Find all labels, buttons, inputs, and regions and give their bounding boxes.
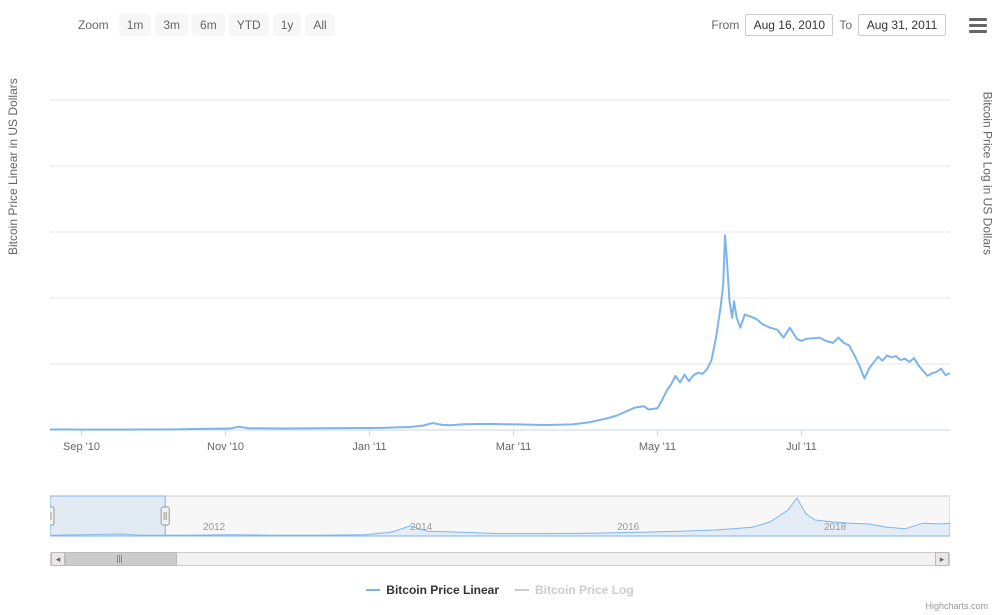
to-label: To	[839, 18, 852, 32]
svg-text:2014: 2014	[410, 522, 433, 533]
from-label: From	[711, 18, 739, 32]
y-axis-label-left: Bitcoin Price Linear in US Dollars	[6, 78, 20, 255]
scrollbar-right-arrow-icon[interactable]: ▸	[935, 552, 949, 566]
scrollbar-track[interactable]: ◂ ▸	[50, 552, 950, 566]
svg-text:2018: 2018	[824, 522, 847, 533]
zoom-button-ytd[interactable]: YTD	[229, 14, 269, 36]
legend-item-bitcoin-price-linear[interactable]: Bitcoin Price Linear	[366, 583, 499, 597]
chart-container: Zoom 1m3m6mYTD1yAll From To Bitcoin Pric…	[0, 0, 1000, 615]
scrollbar-left-arrow-icon[interactable]: ◂	[51, 552, 65, 566]
zoom-button-3m[interactable]: 3m	[155, 14, 188, 36]
zoom-button-1y[interactable]: 1y	[273, 14, 302, 36]
navigator[interactable]: 2012 2014 2016 2018	[50, 492, 950, 550]
credit-link[interactable]: Highcharts.com	[925, 601, 988, 611]
date-range-inputs: From To	[711, 14, 946, 36]
legend: Bitcoin Price Linear Bitcoin Price Log	[0, 580, 1000, 597]
zoom-label: Zoom	[78, 18, 109, 32]
svg-text:2012: 2012	[203, 522, 226, 533]
zoom-button-all[interactable]: All	[305, 14, 334, 36]
legend-swatch-icon	[515, 589, 529, 591]
zoom-button-group: 1m3m6mYTD1yAll	[119, 14, 335, 36]
legend-label: Bitcoin Price Log	[535, 583, 634, 597]
legend-swatch-icon	[366, 589, 380, 591]
scrollbar-thumb[interactable]	[65, 552, 177, 566]
chart-toolbar: Zoom 1m3m6mYTD1yAll From To	[0, 12, 1000, 38]
svg-text:2016: 2016	[617, 522, 640, 533]
svg-text:May '11: May '11	[639, 441, 676, 453]
svg-text:Nov '10: Nov '10	[207, 441, 244, 453]
svg-text:Mar '11: Mar '11	[496, 441, 532, 453]
legend-item-bitcoin-price-log[interactable]: Bitcoin Price Log	[515, 583, 634, 597]
chart-menu-icon[interactable]	[966, 14, 990, 36]
svg-text:Sep '10: Sep '10	[63, 441, 100, 453]
main-plot-area[interactable]: 01020304050Sep '10Nov '10Jan '11Mar '11M…	[50, 50, 950, 460]
zoom-button-6m[interactable]: 6m	[192, 14, 225, 36]
legend-label: Bitcoin Price Linear	[386, 583, 499, 597]
y-axis-label-right: Bitcoin Price Log in US Dollars	[980, 92, 994, 255]
to-date-input[interactable]	[858, 14, 946, 36]
svg-text:Jan '11: Jan '11	[352, 441, 386, 453]
zoom-button-1m[interactable]: 1m	[119, 14, 152, 36]
svg-text:Jul '11: Jul '11	[786, 441, 817, 453]
from-date-input[interactable]	[745, 14, 833, 36]
